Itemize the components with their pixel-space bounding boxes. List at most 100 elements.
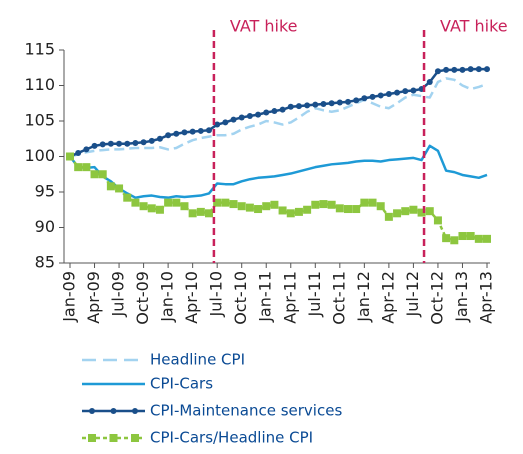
marker (286, 209, 295, 218)
marker (320, 100, 327, 107)
marker (474, 234, 483, 243)
marker (459, 66, 466, 73)
marker (106, 182, 115, 191)
legend-marker (132, 408, 138, 414)
marker (197, 127, 204, 134)
marker (262, 202, 271, 211)
marker (83, 146, 90, 153)
x-tick-label: Jul-11 (305, 271, 324, 317)
marker (377, 92, 384, 99)
legend-label: CPI-Cars (150, 375, 213, 393)
marker (335, 204, 344, 213)
marker (278, 206, 287, 215)
y-tick-label: 110 (24, 75, 55, 94)
marker (312, 101, 319, 108)
legend-label: CPI-Cars/Headline CPI (150, 429, 313, 447)
marker (345, 98, 351, 105)
marker (336, 99, 343, 106)
marker (466, 232, 475, 241)
marker (245, 203, 254, 212)
marker (344, 205, 352, 214)
marker (458, 232, 467, 241)
marker (319, 200, 328, 209)
marker (304, 102, 311, 109)
marker (172, 198, 181, 207)
marker (139, 202, 148, 211)
marker (189, 128, 196, 135)
marker (188, 209, 197, 218)
x-tick-label: Apr-13 (477, 271, 496, 324)
y-tick-label: 105 (24, 111, 55, 130)
marker (156, 135, 163, 142)
marker (295, 103, 302, 110)
series-line (69, 144, 488, 199)
marker (263, 109, 270, 116)
legend-marker (109, 434, 118, 442)
marker (401, 207, 410, 216)
marker (115, 184, 124, 193)
marker (75, 149, 82, 156)
marker (483, 234, 491, 243)
marker (279, 106, 286, 113)
marker (311, 200, 320, 209)
marker (368, 198, 377, 207)
y-tick-label: 85 (35, 253, 55, 272)
y-tick-label: 95 (35, 182, 55, 201)
annotation: VAT hike (440, 17, 508, 36)
marker (164, 198, 173, 207)
marker (434, 68, 441, 75)
y-tick-label: 90 (35, 217, 55, 236)
legend-label: Headline CPI (150, 351, 245, 369)
marker (206, 127, 212, 134)
x-tick-label: Jan-10 (158, 271, 177, 323)
x-tick-label: Oct-10 (231, 271, 250, 325)
marker (107, 140, 114, 147)
x-tick-label: Jan-11 (256, 271, 275, 323)
marker (255, 111, 262, 118)
marker (303, 205, 312, 214)
marker (222, 119, 229, 126)
marker (467, 66, 474, 73)
marker (123, 193, 132, 202)
marker (221, 198, 230, 207)
marker (230, 116, 237, 123)
marker (205, 209, 213, 218)
x-tick-label: Oct-12 (427, 271, 446, 325)
series-line (69, 155, 487, 242)
x-tick-label: Apr-10 (182, 271, 201, 324)
marker (98, 170, 107, 179)
marker (140, 139, 147, 146)
legend-label: CPI-Maintenance services (150, 402, 342, 420)
legend-marker (131, 434, 139, 442)
marker (433, 216, 442, 225)
x-tick-label: Jul-09 (109, 271, 128, 317)
marker (90, 170, 99, 179)
annotation: VAT hike (230, 17, 298, 36)
marker (417, 208, 426, 217)
marker (270, 200, 279, 209)
legend-marker (110, 408, 117, 414)
series-line (69, 67, 487, 158)
legend-marker (89, 408, 95, 414)
marker (369, 93, 376, 100)
x-tick-label: Jan-12 (354, 271, 373, 323)
marker (294, 207, 303, 216)
marker (385, 91, 392, 98)
legend-marker (88, 434, 96, 442)
marker (213, 198, 222, 207)
marker (246, 113, 253, 120)
marker (484, 66, 490, 73)
x-tick-label: Oct-11 (329, 271, 348, 325)
marker (442, 234, 451, 243)
marker (237, 202, 246, 211)
marker (155, 205, 164, 214)
marker (443, 66, 450, 73)
x-tick-label: Apr-11 (280, 271, 299, 324)
marker (254, 205, 263, 214)
x-tick-label: Apr-12 (378, 271, 397, 324)
marker (394, 89, 401, 96)
y-tick-label: 100 (24, 146, 55, 165)
marker (66, 152, 74, 161)
x-tick-label: Jan-09 (60, 271, 79, 323)
